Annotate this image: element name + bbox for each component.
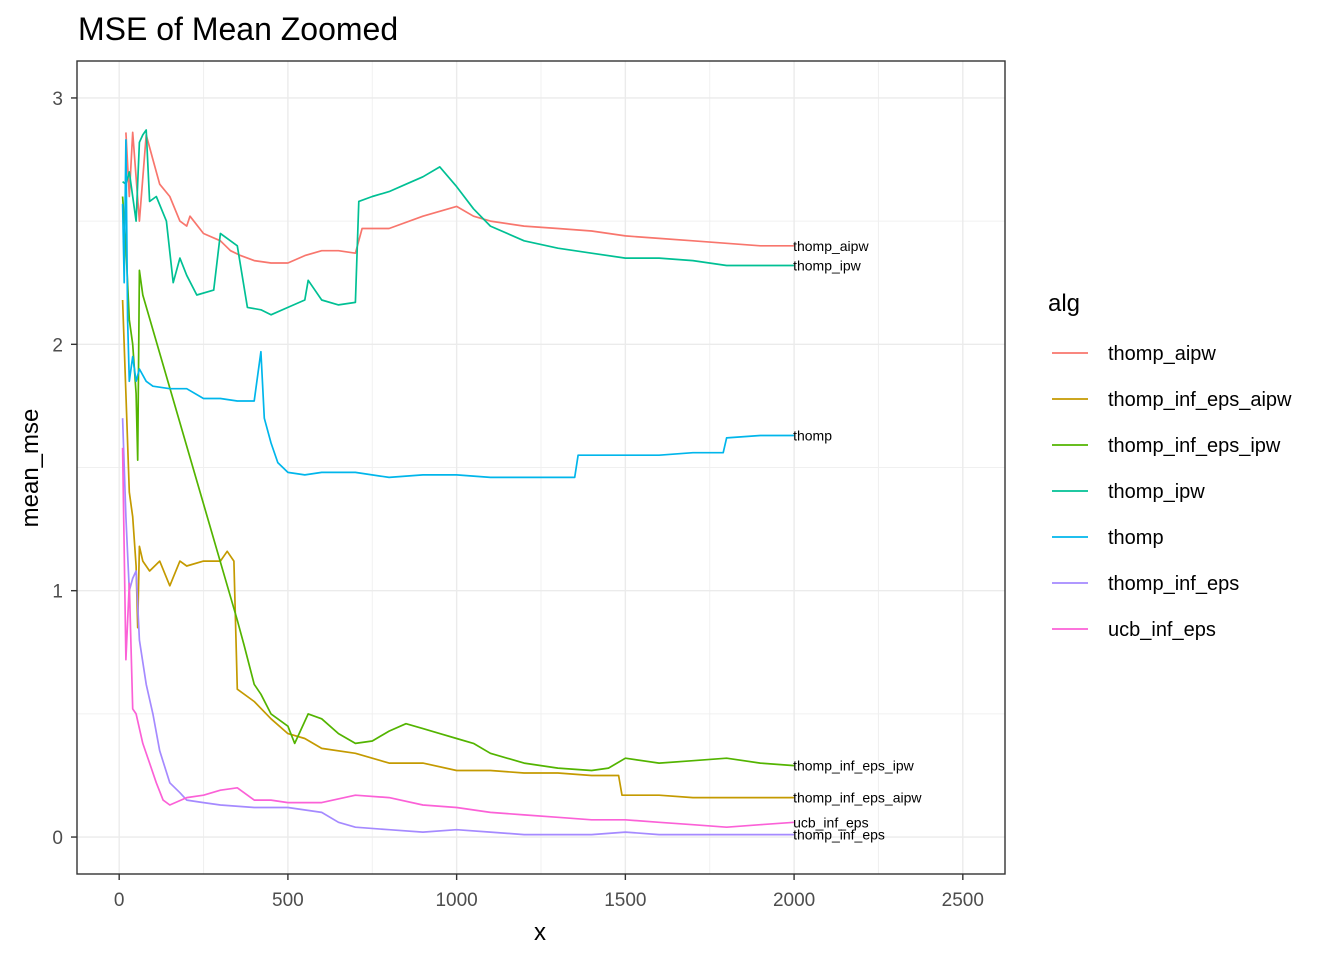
end-label-thomp_aipw: thomp_aipw bbox=[793, 238, 869, 254]
end-label-thomp_inf_eps_ipw: thomp_inf_eps_ipw bbox=[793, 758, 915, 774]
end-label-thomp: thomp bbox=[793, 427, 832, 443]
x-tick-label: 1000 bbox=[435, 890, 477, 911]
y-tick-label: 2 bbox=[52, 335, 63, 356]
plot-border bbox=[76, 60, 1006, 875]
legend-label-thomp_inf_eps: thomp_inf_eps bbox=[1108, 573, 1239, 595]
end-label-thomp_inf_eps: thomp_inf_eps bbox=[793, 827, 885, 843]
x-tick-label: 2500 bbox=[942, 890, 984, 911]
y-tick-label: 0 bbox=[52, 828, 63, 849]
chart-title: MSE of Mean Zoomed bbox=[78, 11, 398, 47]
y-tick-label: 3 bbox=[52, 89, 63, 110]
end-label-ucb_inf_eps: ucb_inf_eps bbox=[793, 814, 869, 830]
series-line-thomp_ipw bbox=[122, 129, 795, 316]
x-tick-label: 0 bbox=[114, 890, 125, 911]
series-line-ucb_inf_eps bbox=[121, 447, 795, 829]
legend: alg thomp_aipw thomp_inf_eps_aipw thomp_in… bbox=[1048, 290, 1292, 641]
x-axis: 0 500 1000 1500 2000 2500 bbox=[114, 874, 984, 911]
series-line-thomp_inf_eps_ipw bbox=[121, 196, 795, 772]
x-tick-label: 1500 bbox=[604, 890, 646, 911]
end-labels: thomp_aipw thomp_inf_eps_aipw thomp_inf_ep… bbox=[793, 238, 922, 843]
legend-label-thomp: thomp bbox=[1108, 527, 1164, 549]
end-label-thomp_inf_eps_aipw: thomp_inf_eps_aipw bbox=[793, 790, 922, 806]
y-axis-title: mean_mse bbox=[17, 409, 44, 528]
end-label-thomp_ipw: thomp_ipw bbox=[793, 257, 862, 273]
series-line-thomp_inf_eps_aipw bbox=[121, 299, 795, 799]
legend-label-thomp_ipw: thomp_ipw bbox=[1108, 481, 1205, 503]
series-lines bbox=[121, 129, 795, 836]
x-tick-label: 500 bbox=[272, 890, 304, 911]
x-tick-label: 2000 bbox=[773, 890, 815, 911]
legend-label-thomp_inf_eps_ipw: thomp_inf_eps_ipw bbox=[1108, 435, 1281, 457]
x-axis-title: x bbox=[534, 919, 546, 946]
legend-title: alg bbox=[1048, 290, 1080, 317]
y-tick-label: 1 bbox=[52, 582, 63, 603]
legend-label-ucb_inf_eps: ucb_inf_eps bbox=[1108, 619, 1216, 641]
series-line-thomp_aipw bbox=[125, 131, 795, 264]
series-line-thomp bbox=[121, 138, 795, 479]
legend-label-thomp_inf_eps_aipw: thomp_inf_eps_aipw bbox=[1108, 389, 1292, 411]
legend-label-thomp_aipw: thomp_aipw bbox=[1108, 343, 1216, 365]
y-axis: 0 1 2 3 bbox=[52, 89, 77, 849]
series-line-thomp_inf_eps bbox=[121, 418, 795, 836]
